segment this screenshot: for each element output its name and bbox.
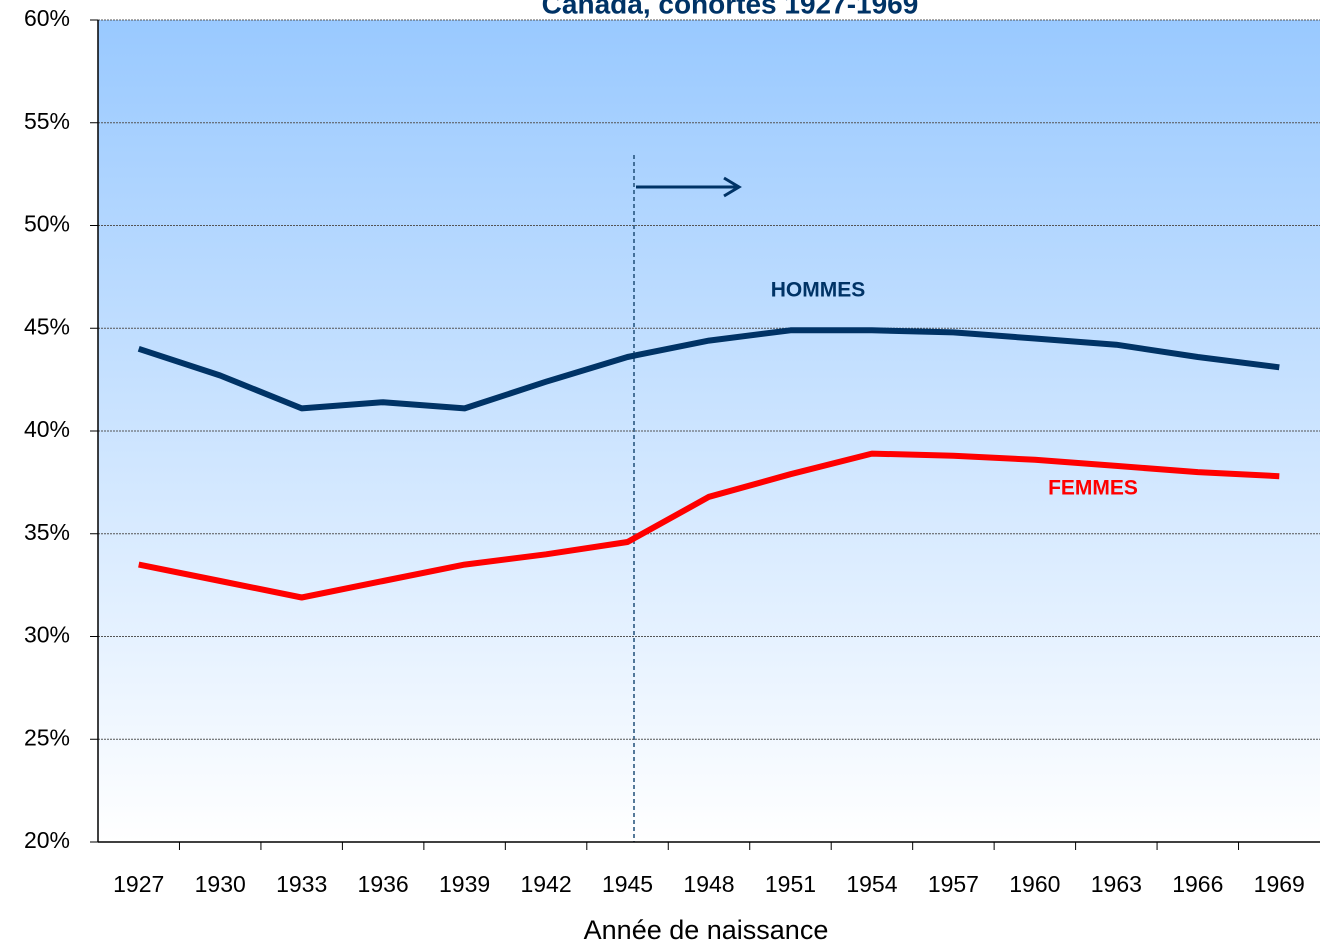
y-tick-label: 30% — [24, 622, 70, 648]
series-line — [138, 450, 1280, 601]
x-tick-label: 1966 — [1172, 871, 1223, 897]
arrow-head — [723, 176, 742, 198]
y-tick-label: 40% — [24, 416, 70, 442]
chart-title: Canada, cohortes 1927-1969 — [542, 0, 919, 19]
x-tick-label: 1954 — [846, 871, 897, 897]
series-label: FEMMES — [1048, 477, 1138, 500]
x-tick-label: 1942 — [520, 871, 571, 897]
x-tick-label: 1945 — [602, 871, 653, 897]
y-tick-label: 35% — [24, 519, 70, 545]
x-tick-label: 1936 — [358, 871, 409, 897]
x-tick-label: 1969 — [1254, 871, 1305, 897]
x-tick-label: 1930 — [195, 871, 246, 897]
x-tick-label: 1951 — [765, 871, 816, 897]
x-tick-label: 1933 — [276, 871, 327, 897]
x-tick-label: 1927 — [113, 871, 164, 897]
x-tick-label: 1939 — [439, 871, 490, 897]
series-label: HOMMES — [771, 279, 866, 302]
x-tick-label: 1963 — [1091, 871, 1142, 897]
x-axis-label: Année de naissance — [584, 915, 829, 945]
y-tick-label: 25% — [24, 724, 70, 750]
x-tick-label: 1957 — [928, 871, 979, 897]
y-tick-label: 60% — [24, 5, 70, 31]
x-tick-label: 1960 — [1009, 871, 1060, 897]
y-tick-label: 45% — [24, 313, 70, 339]
y-tick-label: 20% — [24, 827, 70, 853]
series-line — [137, 327, 1280, 412]
x-tick-label: 1948 — [683, 871, 734, 897]
y-tick-label: 50% — [24, 211, 70, 237]
y-tick-label: 55% — [24, 108, 70, 134]
